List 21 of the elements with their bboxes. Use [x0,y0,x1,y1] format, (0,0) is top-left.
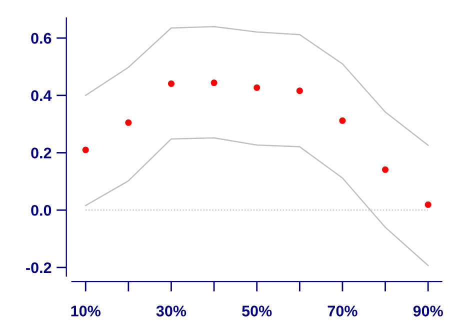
point [424,201,432,208]
point [82,146,89,154]
y-tick-label: -0.2 [26,262,52,274]
line-series [84,26,429,146]
y-tick-label: 0.2 [31,148,52,158]
x-tick-label: 70% [328,306,358,316]
point [382,166,389,173]
point [339,117,346,124]
x-tick-label: 10% [71,306,101,316]
point [296,88,303,94]
point [125,119,132,126]
point [168,80,174,87]
x-tick-label: 90% [413,306,443,316]
x-tick-label: 30% [156,306,186,316]
y-tick-label: 0.6 [31,32,52,44]
x-tick-label: 50% [242,306,272,316]
line-series [84,137,429,266]
y-tick-label: 0.0 [31,204,52,216]
point [254,84,260,91]
point [210,80,218,86]
y-tick-label: 0.4 [31,90,52,102]
